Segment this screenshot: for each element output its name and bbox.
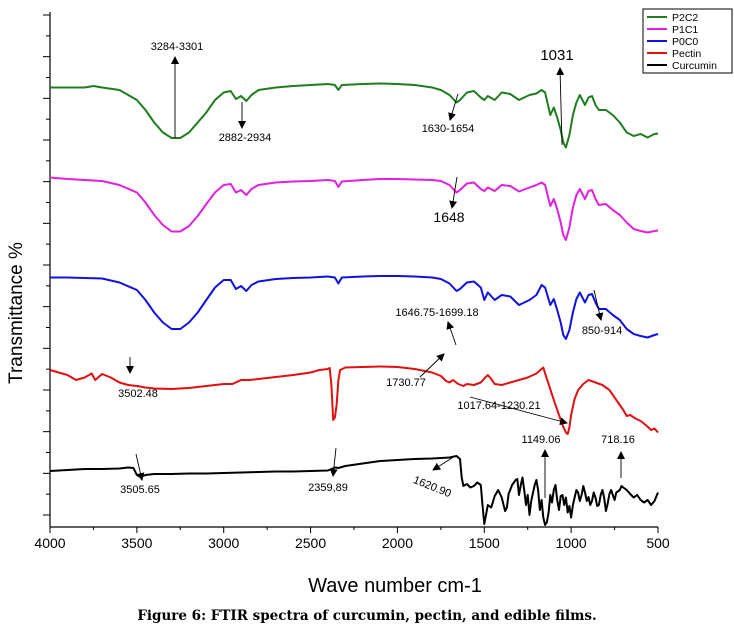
annotation-label: 1630-1654 (422, 123, 475, 135)
legend-label-pectin: Pectin (672, 48, 701, 60)
y-axis-label: Transmittance % (6, 242, 27, 384)
legend-label-curcumin: Curcumin (672, 60, 717, 72)
x-tick-label: 2000 (382, 535, 413, 551)
annotation-arrow (469, 396, 568, 426)
annotation-label: 2882-2934 (219, 132, 272, 144)
legend-label-p0c0: P0C0 (672, 36, 698, 48)
x-tick-label: 500 (646, 535, 670, 551)
annotation-arrow (449, 176, 458, 209)
annotation-arrow (593, 289, 604, 321)
x-tick-label: 3000 (208, 535, 239, 551)
annotation-label: 1730.77 (386, 377, 426, 389)
annotation-label: 1620.90 (411, 474, 452, 500)
plot-area (49, 82, 659, 526)
annotation-label: 1149.06 (522, 434, 561, 446)
ftir-chart: 4000 3500 3000 2500 2000 1500 1000 500 3284-330… (6, 8, 733, 597)
axes: 4000 3500 3000 2500 2000 1500 1000 500 (34, 12, 670, 551)
legend-label-p2c2: P2C2 (672, 12, 698, 24)
x-tick-label: 2500 (295, 535, 326, 551)
series-line-p1c1 (49, 176, 659, 241)
annotation-label: 1031 (540, 47, 573, 64)
annotation-label: 850-914 (582, 325, 622, 337)
x-tick-label: 1000 (556, 535, 587, 551)
x-tick-label: 1500 (469, 535, 500, 551)
x-tick-label: 4000 (34, 535, 65, 551)
annotation-arrow (135, 453, 145, 481)
annotations: 3284-3301 2882-2934 1630-1654 1031 1648 850-9… (118, 41, 635, 500)
series-line-p0c0 (50, 275, 659, 340)
x-tick-label: 3500 (121, 535, 152, 551)
annotation-label: 3284-3301 (151, 41, 204, 53)
annotation-label: 3502.48 (118, 388, 158, 400)
x-axis-label: Wave number cm-1 (308, 575, 482, 597)
annotation-arrow (432, 457, 453, 471)
annotation-arrow (329, 447, 338, 477)
annotation-arrow (448, 93, 459, 121)
annotation-label: 3505.65 (120, 484, 160, 496)
figure-caption: Figure 6: FTIR spectra of curcumin, pect… (137, 608, 597, 624)
annotation-label: 2359,89 (308, 482, 348, 494)
annotation-label: 718.16 (601, 434, 635, 446)
annotation-label: 1648 (433, 209, 464, 225)
series-line-curcumin (49, 455, 659, 526)
annotation-arrow (419, 353, 445, 378)
series-line-pectin (49, 365, 659, 435)
annotation-arrow (556, 67, 565, 146)
legend-label-p1c1: P1C1 (672, 24, 698, 36)
annotation-arrow (446, 321, 457, 346)
series-line-p2c2 (50, 82, 659, 149)
annotation-label: 1646.75-1699.18 (395, 307, 478, 319)
annotation-label: 1017.64-1230.21 (457, 400, 540, 412)
